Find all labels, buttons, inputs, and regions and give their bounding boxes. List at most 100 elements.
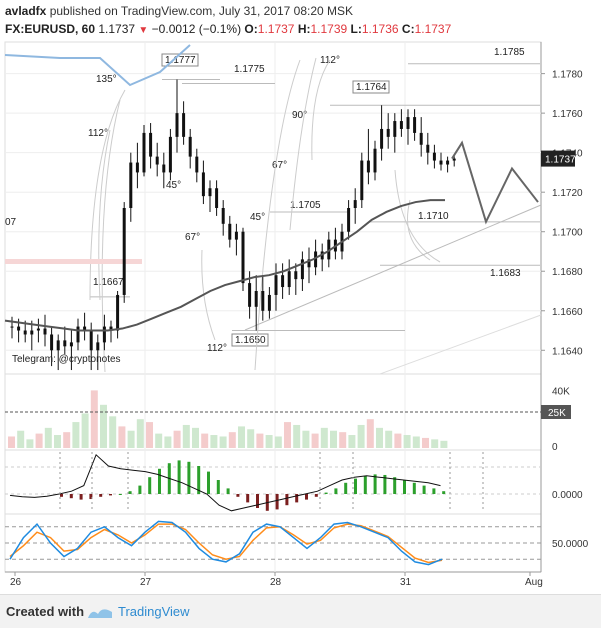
macd-histogram-bar <box>324 492 328 494</box>
volume-bar <box>100 404 107 448</box>
level-label: 1.1785 <box>494 47 525 58</box>
time-tick-label: 26 <box>10 577 22 588</box>
published-text: published on TradingView.com, July 31, 2… <box>49 4 354 18</box>
volume-bar <box>182 424 190 448</box>
high-label: H: <box>297 22 311 36</box>
candle-body <box>386 128 390 137</box>
price-tick-label: 1.1780 <box>552 70 583 81</box>
panel-frames <box>4 41 542 573</box>
level-label: 1.1764 <box>356 82 387 93</box>
volume-bar <box>210 435 218 448</box>
macd-histogram-bar <box>207 471 210 494</box>
volume-level-tag <box>541 405 571 419</box>
volume-bar <box>90 390 98 448</box>
volume-bar <box>431 439 439 448</box>
candle-body <box>155 156 159 165</box>
price-tick-label: 1.1760 <box>552 109 583 120</box>
volume-bar <box>146 422 153 448</box>
volume-bar <box>403 435 411 448</box>
price-tick-label: 1.1720 <box>552 188 583 199</box>
candle-body <box>195 156 199 173</box>
candle-body <box>452 158 456 161</box>
fan-arc <box>407 199 431 261</box>
candle-body <box>129 162 133 208</box>
candle-body <box>102 326 106 343</box>
price-axis: 1.17801.17601.17401.17201.17001.16801.16… <box>541 70 583 357</box>
macd-histogram-bar <box>128 491 132 494</box>
candle-body <box>261 291 265 311</box>
candle-body <box>43 328 47 335</box>
candle-body <box>274 275 278 295</box>
candle-body <box>76 326 80 343</box>
candle-body <box>413 117 417 133</box>
macd-histogram-bar <box>118 494 122 495</box>
publisher-name[interactable]: avladfx <box>5 4 47 18</box>
volume-level-label: 25K <box>548 408 566 419</box>
candle-body <box>241 231 245 284</box>
fan-arc <box>254 59 301 371</box>
macd-histogram-bar <box>285 494 289 506</box>
macd-tick-label: 0.0000 <box>552 490 583 501</box>
candle-body <box>287 271 291 288</box>
candle-body <box>366 160 370 173</box>
level-label-box <box>231 333 269 347</box>
price-tick-label: 1.1700 <box>552 228 583 239</box>
candle-body <box>122 208 126 295</box>
publish-header: avladfx published on TradingView.com, Ju… <box>5 4 353 18</box>
volume-bar <box>348 435 356 448</box>
candle-body <box>30 330 34 335</box>
candle-body <box>234 231 238 240</box>
fan-arc <box>289 57 317 231</box>
candle-body <box>109 326 113 331</box>
macd-histogram-bar <box>393 477 397 494</box>
volume-bar <box>320 427 328 448</box>
drawing-annotations: 1.1785 1.1777 1.1775 1.1764 1.1705 1.1710 1.16… <box>4 44 542 375</box>
candle-body <box>142 132 146 173</box>
fan-arc <box>394 169 441 263</box>
macd-histogram-bar <box>403 480 406 494</box>
volume-bar <box>247 429 255 448</box>
volume-bar <box>422 437 429 448</box>
macd-histogram-bar <box>89 494 93 500</box>
candle-body <box>446 160 450 165</box>
angle-label: 67° <box>185 232 200 243</box>
candle-body <box>281 275 285 288</box>
candle-body <box>426 144 430 153</box>
highlight-band <box>5 259 142 264</box>
candle-body <box>254 291 258 307</box>
volume-tick-label: 0 <box>552 442 558 453</box>
price-change: −0.0012 (−0.1%) <box>151 22 242 36</box>
candle-body <box>327 239 331 260</box>
tradingview-link[interactable]: TradingView <box>118 604 190 619</box>
volume-bar <box>274 436 282 448</box>
level-label: 1.1705 <box>290 200 321 211</box>
candle-body <box>347 208 351 232</box>
candle-body <box>188 136 192 157</box>
candle-body <box>175 113 179 137</box>
volume-bar <box>109 416 117 448</box>
macd-histogram-bar <box>236 494 240 497</box>
candle-body <box>69 342 73 347</box>
candle-body <box>360 160 364 201</box>
macd-histogram-bar <box>148 477 152 494</box>
macd-histogram-bar <box>216 480 220 494</box>
candle-body <box>168 136 172 173</box>
macd-histogram-bar <box>295 494 299 503</box>
blue-trend-line <box>4 44 191 87</box>
candle-body <box>215 188 219 208</box>
volume-bar <box>330 430 337 448</box>
macd-histogram-bar <box>187 461 191 494</box>
volume-bar <box>81 413 89 448</box>
chart-canvas[interactable]: 1.1785 1.1777 1.1775 1.1764 1.1705 1.1710 1.16… <box>0 0 601 594</box>
time-axis: 26 27 28 31 Aug <box>10 572 543 588</box>
level-label-box <box>352 80 390 94</box>
angle-label: 135° <box>96 74 117 85</box>
angle-label: 90° <box>292 110 307 121</box>
volume-bar <box>302 430 310 448</box>
trend-line <box>244 204 542 331</box>
angle-label: 67° <box>272 160 287 171</box>
current-price-label: 1.1737 <box>545 155 576 166</box>
candle-body <box>439 160 443 165</box>
candle-body <box>300 259 304 280</box>
stochastic-panel: 50.0000 <box>5 520 589 566</box>
